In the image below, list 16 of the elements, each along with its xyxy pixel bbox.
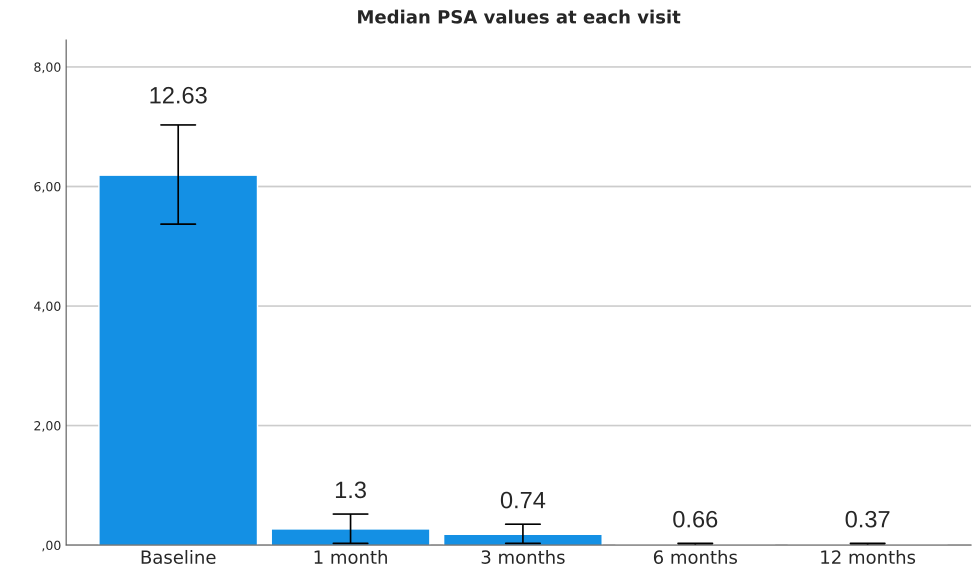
annotation: 1.3 — [336, 482, 366, 498]
y-tick-label: 4,00 — [34, 302, 60, 312]
annotation: 12.63 — [150, 86, 207, 104]
chart-title: Median PSA values at each visit — [358, 10, 680, 24]
y-tick-label: 8,00 — [34, 62, 60, 74]
x-tick-label: 1 month — [314, 550, 387, 564]
x-tick-label: 3 months — [482, 550, 565, 564]
annotation: 0.66 — [673, 510, 718, 528]
y-tick-label: 2,00 — [34, 421, 60, 432]
x-tick-label: 12 months — [821, 550, 916, 564]
annotation: 0.37 — [846, 510, 890, 528]
x-tick-label: Baseline — [142, 550, 216, 564]
x-tick-label: 6 months — [654, 550, 738, 564]
annotation: 0.74 — [500, 492, 546, 508]
y-tick-label: 6,00 — [34, 182, 60, 193]
y-tick-label: ,00 — [42, 540, 60, 552]
